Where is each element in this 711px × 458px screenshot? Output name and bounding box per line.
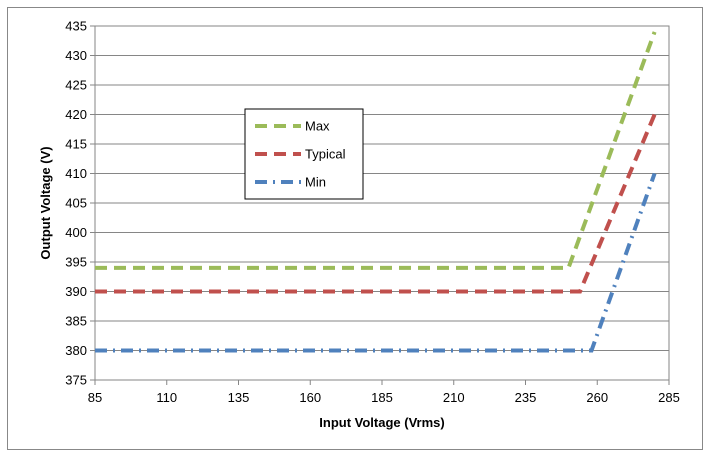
x-axis-title: Input Voltage (Vrms) xyxy=(319,415,444,430)
x-tick-label: 260 xyxy=(586,390,608,405)
y-tick-label: 380 xyxy=(65,343,87,358)
x-tick-label: 160 xyxy=(299,390,321,405)
y-axis-ticks: 375 380 385 390 395 400 405 410 415 420 425 430 435 xyxy=(65,19,95,388)
series xyxy=(95,31,657,353)
y-tick-label: 375 xyxy=(65,373,87,388)
y-tick-label: 435 xyxy=(65,19,87,34)
x-tick-label: 85 xyxy=(88,390,102,405)
y-axis-title: Output Voltage (V) xyxy=(38,146,53,259)
grid xyxy=(95,25,669,381)
y-tick-label: 400 xyxy=(65,225,87,240)
x-axis-ticks: 85 110 135 160 185 210 235 260 285 xyxy=(88,380,680,405)
x-tick-label: 210 xyxy=(443,390,465,405)
y-tick-label: 430 xyxy=(65,48,87,63)
y-tick-label: 395 xyxy=(65,255,87,270)
y-tick-label: 405 xyxy=(65,196,87,211)
y-tick-label: 425 xyxy=(65,78,87,93)
x-tick-label: 235 xyxy=(515,390,537,405)
legend-label-max: Max xyxy=(305,119,330,134)
y-tick-label: 385 xyxy=(65,314,87,329)
x-tick-label: 185 xyxy=(371,390,393,405)
series-line-typical xyxy=(95,113,657,294)
y-tick-label: 420 xyxy=(65,107,87,122)
x-tick-label: 110 xyxy=(156,390,177,405)
x-tick-label: 135 xyxy=(228,390,250,405)
series-line-min xyxy=(95,172,657,353)
legend: Max Typical Min xyxy=(244,108,364,200)
legend-label-typical: Typical xyxy=(305,147,346,162)
y-tick-label: 415 xyxy=(65,137,87,152)
x-tick-label: 285 xyxy=(658,390,680,405)
y-tick-label: 410 xyxy=(65,166,87,181)
chart-frame xyxy=(7,7,703,450)
series-line-max xyxy=(95,31,657,270)
legend-label-min: Min xyxy=(305,175,326,190)
y-tick-label: 390 xyxy=(65,284,87,299)
